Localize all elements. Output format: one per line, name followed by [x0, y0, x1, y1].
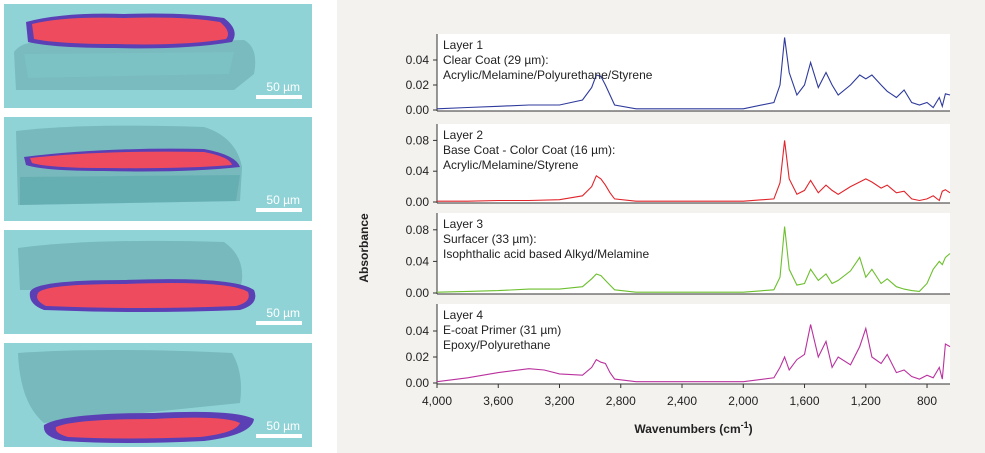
- y-tick-label: 0.00: [406, 103, 430, 117]
- layer-title-line: Layer 2: [443, 128, 483, 142]
- plot-area-layer-4: [437, 304, 950, 384]
- layer-title-line: E-coat Primer (31 µm): [443, 323, 561, 337]
- layer-title-line: Layer 4: [443, 308, 483, 322]
- x-tick-label: 2,400: [667, 394, 697, 408]
- scale-bar: [256, 95, 302, 99]
- x-tick-label: 2,800: [606, 394, 636, 408]
- y-tick-label: 0.04: [406, 53, 430, 67]
- scale-bar: [256, 208, 302, 212]
- x-tick-label: 2,000: [728, 394, 758, 408]
- spectrum-line-layer-3: [436, 226, 951, 293]
- x-tick-label: 4,000: [422, 394, 452, 408]
- layer-title-line: Isophthalic acid based Alkyd/Melamine: [443, 247, 649, 261]
- x-tick-label: 1,600: [790, 394, 820, 408]
- micro-image-layer-2: 50 µm: [4, 117, 312, 221]
- layer-title-line: Epoxy/Polyurethane: [443, 338, 551, 352]
- layer-title-line: Acrylic/Melamine/Styrene: [443, 158, 579, 172]
- x-tick-label: 3,600: [483, 394, 513, 408]
- spectrum-line-layer-4: [436, 324, 951, 383]
- micro-image-art: [4, 117, 312, 221]
- scale-label: 50 µm: [266, 80, 300, 94]
- layer-title-line: Layer 3: [443, 217, 483, 231]
- y-tick-label: 0.00: [406, 195, 430, 209]
- plot-area-layer-1: [437, 34, 950, 111]
- ftir-spectra-chart: 0.00 0.02 0.04 Layer 1 Clear Coat (29 µm): Ac…: [337, 0, 985, 453]
- scale-bar: [256, 321, 302, 325]
- plot-area-layer-3: [437, 213, 950, 294]
- y-tick-label: 0.00: [406, 376, 430, 390]
- micro-image-art: [4, 4, 312, 108]
- scale-label: 50 µm: [266, 306, 300, 320]
- plot-area-layer-2: [437, 124, 950, 203]
- micro-image-art: [4, 230, 312, 334]
- layer-title-line: Acrylic/Melamine/Polyurethane/Styrene: [443, 68, 653, 82]
- scale-label: 50 µm: [266, 193, 300, 207]
- layer-title-line: Clear Coat (29 µm):: [443, 53, 549, 67]
- micro-image-art: [4, 343, 312, 447]
- x-tick-label: 3,200: [544, 394, 574, 408]
- y-axis-label: Absorbance: [357, 213, 371, 283]
- x-tick-label: 800: [917, 394, 937, 408]
- micro-image-layer-3: 50 µm: [4, 230, 312, 334]
- scale-label: 50 µm: [266, 419, 300, 433]
- layer-title-line: Layer 1: [443, 38, 483, 52]
- spectrum-line-layer-1: [436, 37, 951, 110]
- x-axis-label: Wavenumbers (cm-1): [634, 420, 752, 436]
- layer-title-line: Surfacer (33 µm):: [443, 232, 537, 246]
- scale-bar: [256, 434, 302, 438]
- micro-image-layer-4: 50 µm: [4, 343, 312, 447]
- micro-image-column: 50 µm 50 µm 50 µm 50 µm: [0, 0, 320, 453]
- x-tick-label: 1,200: [851, 394, 881, 408]
- y-tick-label: 0.04: [406, 324, 430, 338]
- layer-title-line: Base Coat - Color Coat (16 µm):: [443, 143, 615, 157]
- y-tick-label: 0.04: [406, 254, 430, 268]
- y-tick-label: 0.02: [406, 78, 430, 92]
- y-tick-label: 0.08: [406, 133, 430, 147]
- y-tick-label: 0.04: [406, 164, 430, 178]
- y-tick-label: 0.00: [406, 286, 430, 300]
- spectrum-line-layer-2: [437, 140, 951, 202]
- y-tick-label: 0.02: [406, 350, 430, 364]
- y-tick-label: 0.08: [406, 223, 430, 237]
- micro-image-layer-1: 50 µm: [4, 4, 312, 108]
